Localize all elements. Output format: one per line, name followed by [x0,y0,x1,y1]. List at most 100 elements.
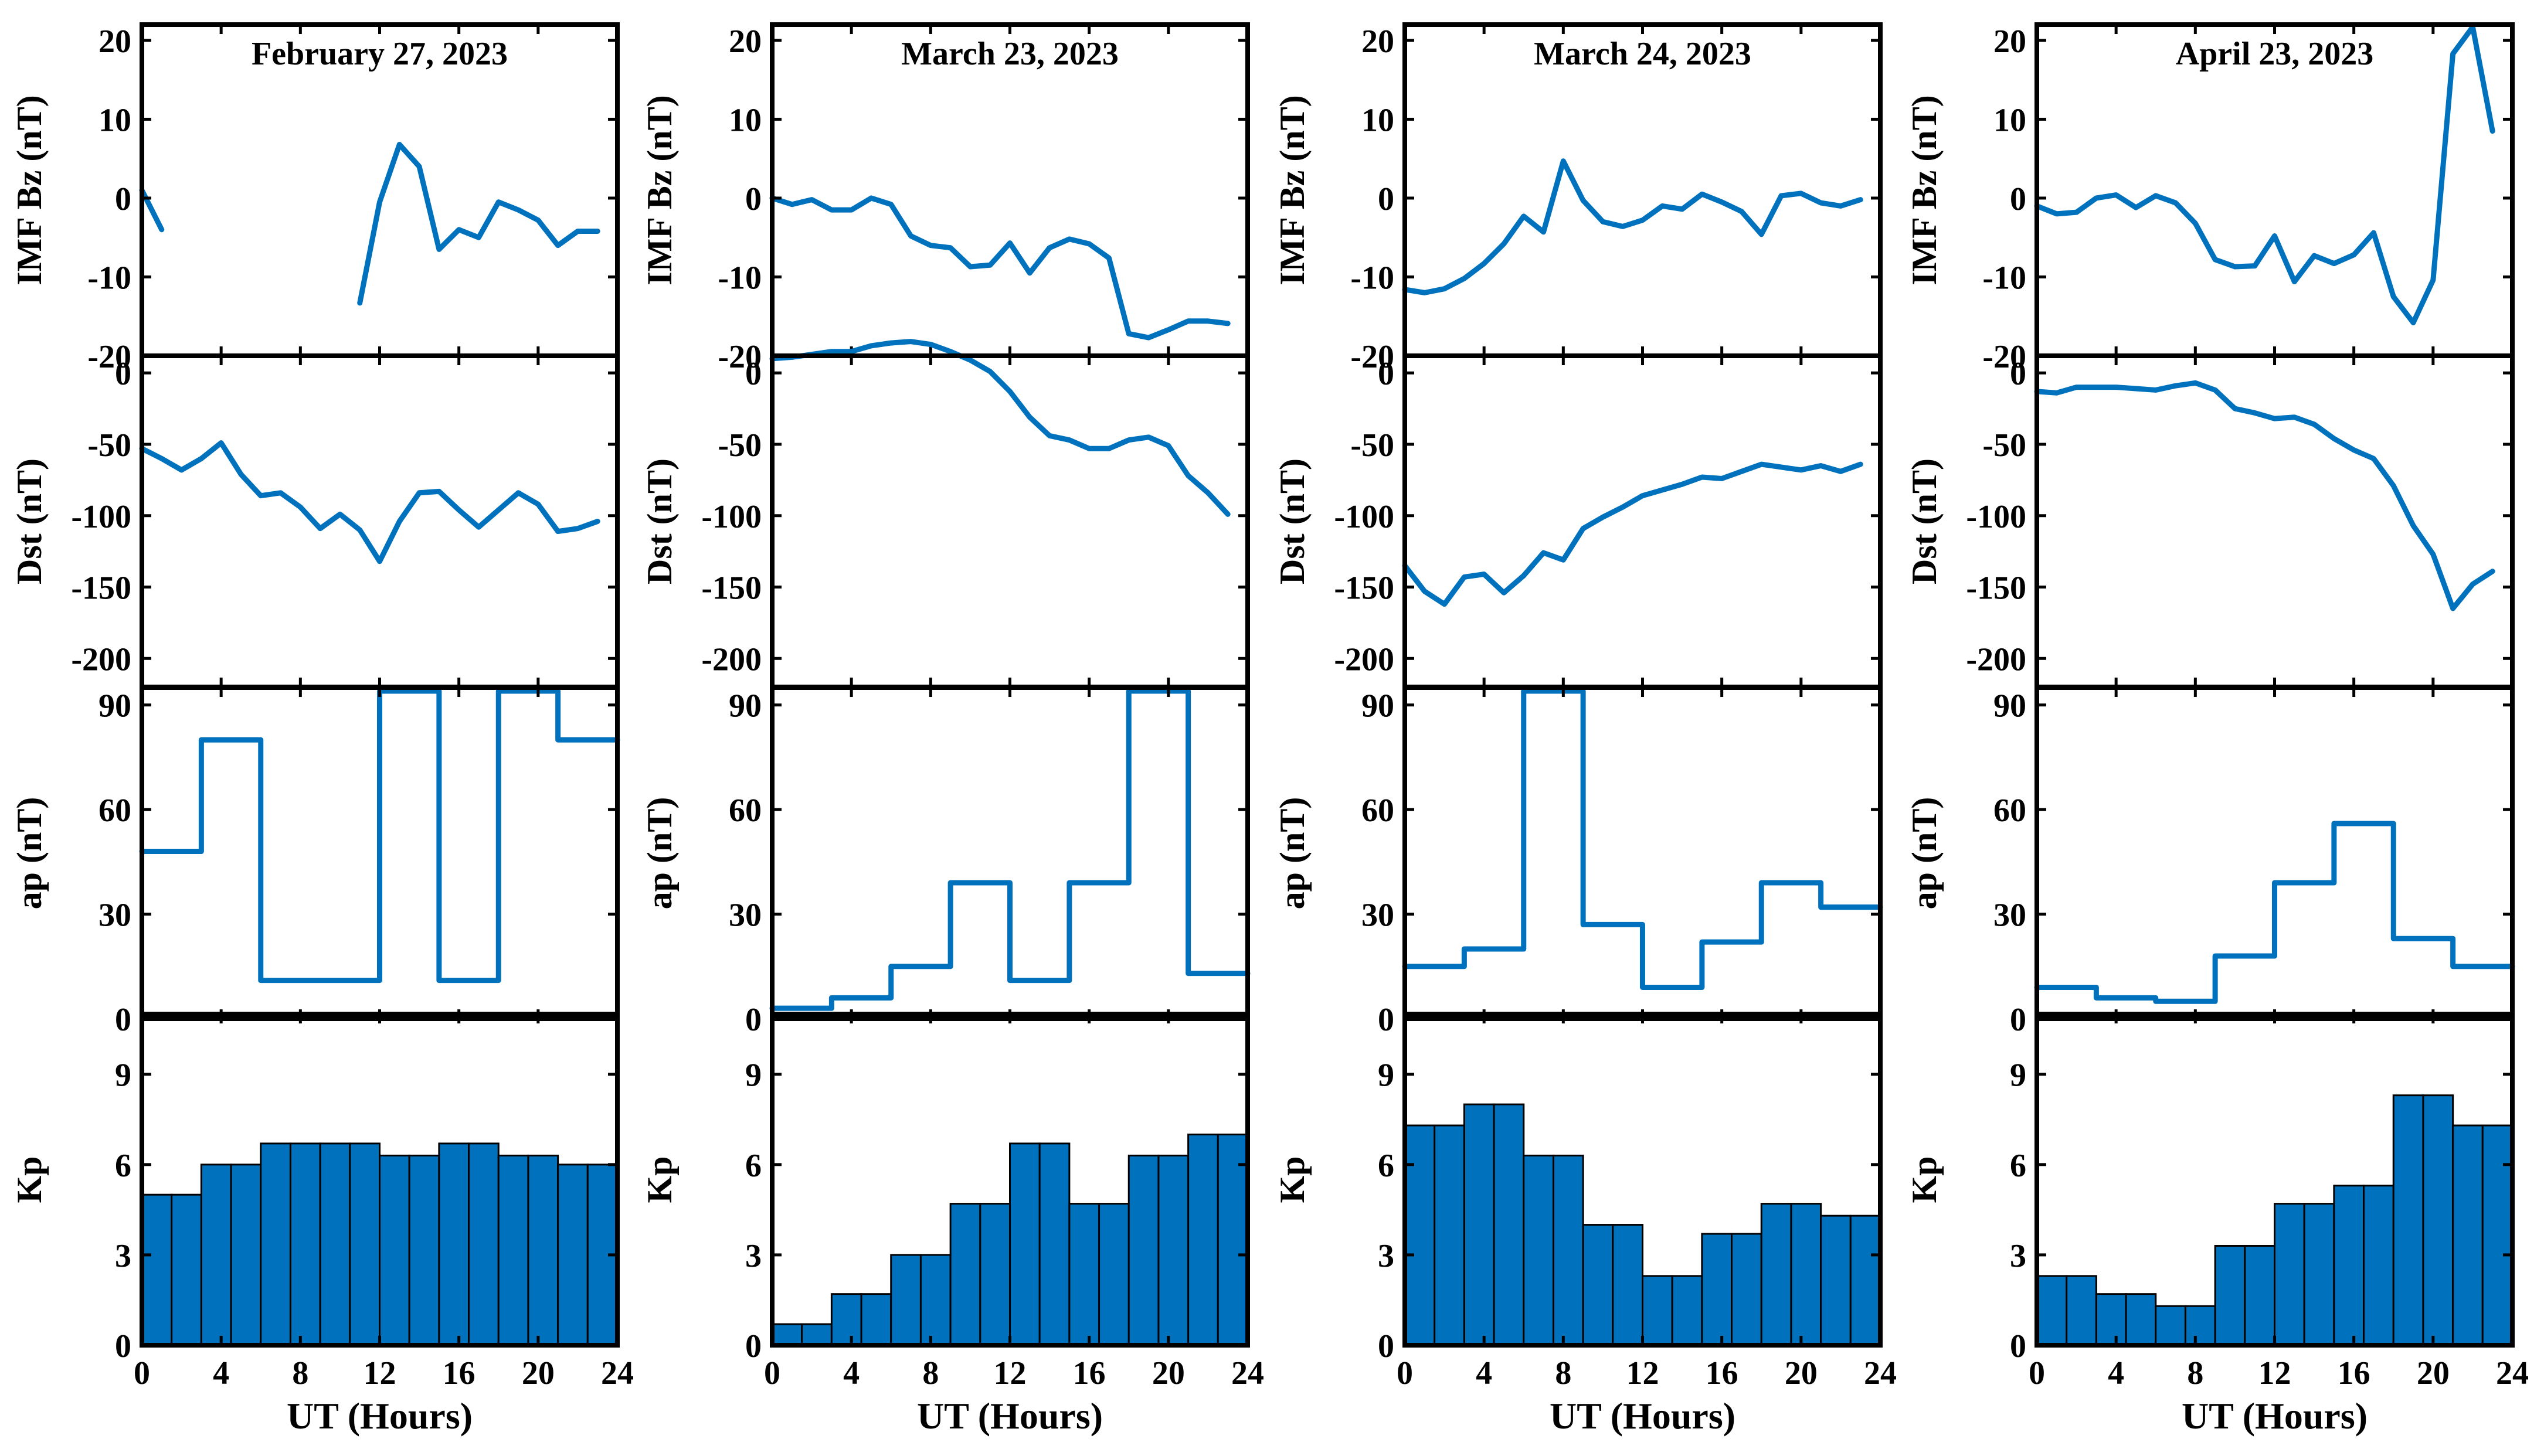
chart1-dst-frame [770,353,1250,689]
chart2-xlabel: UT (Hours) [1550,1395,1735,1437]
chart1-xtick-label: 8 [922,1355,939,1392]
chart1-ap-ytick-label: 60 [729,792,762,829]
chart1-kp-bar [1009,1142,1041,1346]
chart3-xtick-label: 0 [2029,1355,2045,1392]
chart2-kp-bar [1820,1215,1852,1346]
chart2-kp-bar [1790,1203,1822,1346]
chart3-title: April 23, 2023 [2176,36,2374,72]
chart2-kp-bar [1701,1233,1733,1346]
chart1-kp-bar [1038,1142,1071,1346]
chart2-xtick-label: 0 [1397,1355,1413,1392]
chart3-dst-ytick-label: -150 [1966,570,2026,607]
chart3-kp-bar [2481,1124,2514,1346]
chart0-bz-ytick-label: -20 [87,339,131,375]
chart2-ap-ytick-label: 0 [1378,1002,1394,1038]
chart0-ap-ytick-label: 90 [99,688,131,724]
chart2-xtick-label: 8 [1555,1355,1571,1392]
chart3-ap-ytick-label: 0 [2010,1002,2026,1038]
chart3-xlabel: UT (Hours) [2182,1395,2368,1437]
chart3-dst-ytick-label: -50 [1982,427,2026,464]
chart3-dst-ytick-label: 0 [2010,356,2026,392]
chart1-kp-bar [860,1293,892,1346]
chart2-ap-series-line [1402,688,1883,990]
chart0-xtick-label: 24 [601,1355,634,1392]
chart1-kp-bar [1098,1203,1130,1346]
chart1-kp-bar [830,1293,862,1346]
chart2-dst-ytick-label: -200 [1334,641,1394,678]
chart2-kp-bar [1642,1275,1673,1346]
chart3-kp-ytick-label: 3 [2010,1238,2026,1274]
chart2-kp-bar [1404,1124,1436,1346]
chart1-kp-bar [919,1254,952,1346]
chart3-dst-frame [2034,353,2515,689]
chart0-kp-bar [557,1164,589,1346]
chart1-bz-ytick-label: 10 [729,102,762,138]
chart0-kp-bar [468,1142,500,1346]
chart1-kp-bar [1187,1133,1219,1346]
chart1-kp-bar [771,1323,803,1346]
chart0-ap-ytick-label: 60 [99,792,131,829]
chart0-ap-ylabel: ap (nT) [10,797,49,910]
chart0-title: February 27, 2023 [252,36,508,72]
chart2-bz-ytick-label: -10 [1350,260,1394,296]
chart0-bz-ytick-label: -10 [87,260,131,296]
chart0-kp-bar [260,1142,291,1346]
chart2-kp-ylabel: Kp [1273,1156,1312,1203]
chart0-ap-series-line [139,688,620,984]
chart3-kp-bar [2095,1293,2127,1346]
chart2-kp-bar [1434,1124,1465,1346]
chart3-kp-bar [2274,1203,2305,1346]
chart2-xtick-label: 4 [1476,1355,1492,1392]
chart0-dst-ytick-label: -50 [87,427,131,464]
chart2-kp-bar [1463,1103,1495,1346]
chart3-kp-ytick-label: 9 [2010,1057,2026,1094]
chart3-bz-ytick-label: 10 [1993,102,2026,138]
chart3-kp-bar [2303,1203,2335,1346]
chart3-bz-ytick-label: 20 [1993,23,2026,60]
chart3-kp-bar [2244,1245,2275,1346]
chart1-kp-ytick-label: 9 [745,1057,762,1094]
chart3-xtick-label: 16 [2338,1355,2370,1392]
chart1-kp-bar [949,1203,981,1346]
chart2-ap-ytick-label: 90 [1361,688,1394,724]
chart0-dst-ytick-label: -100 [71,499,131,535]
chart1-xtick-label: 4 [843,1355,860,1392]
chart3-xtick-label: 20 [2417,1355,2450,1392]
chart3-kp-bar [2066,1275,2097,1346]
chart2-dst-ytick-label: -100 [1334,499,1394,535]
chart2-ap-ytick-label: 30 [1361,897,1394,934]
chart3-kp-bar [2363,1185,2394,1346]
chart2-bz-ytick-label: 10 [1361,102,1394,138]
chart3-kp-ytick-label: 0 [2010,1328,2026,1365]
chart1-ap-ylabel: ap (nT) [640,797,679,910]
chart0-kp-ytick-label: 9 [115,1057,131,1094]
chart2-kp-bar [1760,1203,1792,1346]
chart1-xlabel: UT (Hours) [917,1395,1103,1437]
chart0-xtick-label: 8 [292,1355,308,1392]
chart3-ap-ytick-label: 90 [1993,688,2026,724]
chart2-kp-bar [1612,1224,1643,1346]
chart3-kp-bar [2125,1293,2157,1346]
chart3-xtick-label: 12 [2258,1355,2291,1392]
chart3-kp-bar [2422,1094,2454,1346]
chart0-dst-ytick-label: 0 [115,356,131,392]
chart1-kp-bar [1127,1154,1160,1346]
chart2-kp-ytick-label: 3 [1378,1238,1394,1274]
chart2-xtick-label: 20 [1785,1355,1818,1392]
chart2-kp-ytick-label: 0 [1378,1328,1394,1365]
chart0-dst-ytick-label: -200 [71,641,131,678]
chart0-kp-bar [289,1142,321,1346]
chart3-bz-series-line [2034,24,2495,325]
chart2-bz-frame [1402,22,1883,358]
chart2-xtick-label: 16 [1706,1355,1738,1392]
chart1-kp-bar [1217,1133,1249,1346]
chart0-bz-frame [140,22,620,358]
chart3-kp-ytick-label: 6 [2010,1148,2026,1184]
chart1-xtick-label: 20 [1152,1355,1185,1392]
chart3-kp-bar [2184,1305,2216,1346]
chart2-ap-ylabel: ap (nT) [1273,797,1312,910]
chart0-kp-bar [200,1164,232,1346]
chart1-bz-frame [770,22,1250,358]
chart0-xtick-label: 20 [522,1355,555,1392]
